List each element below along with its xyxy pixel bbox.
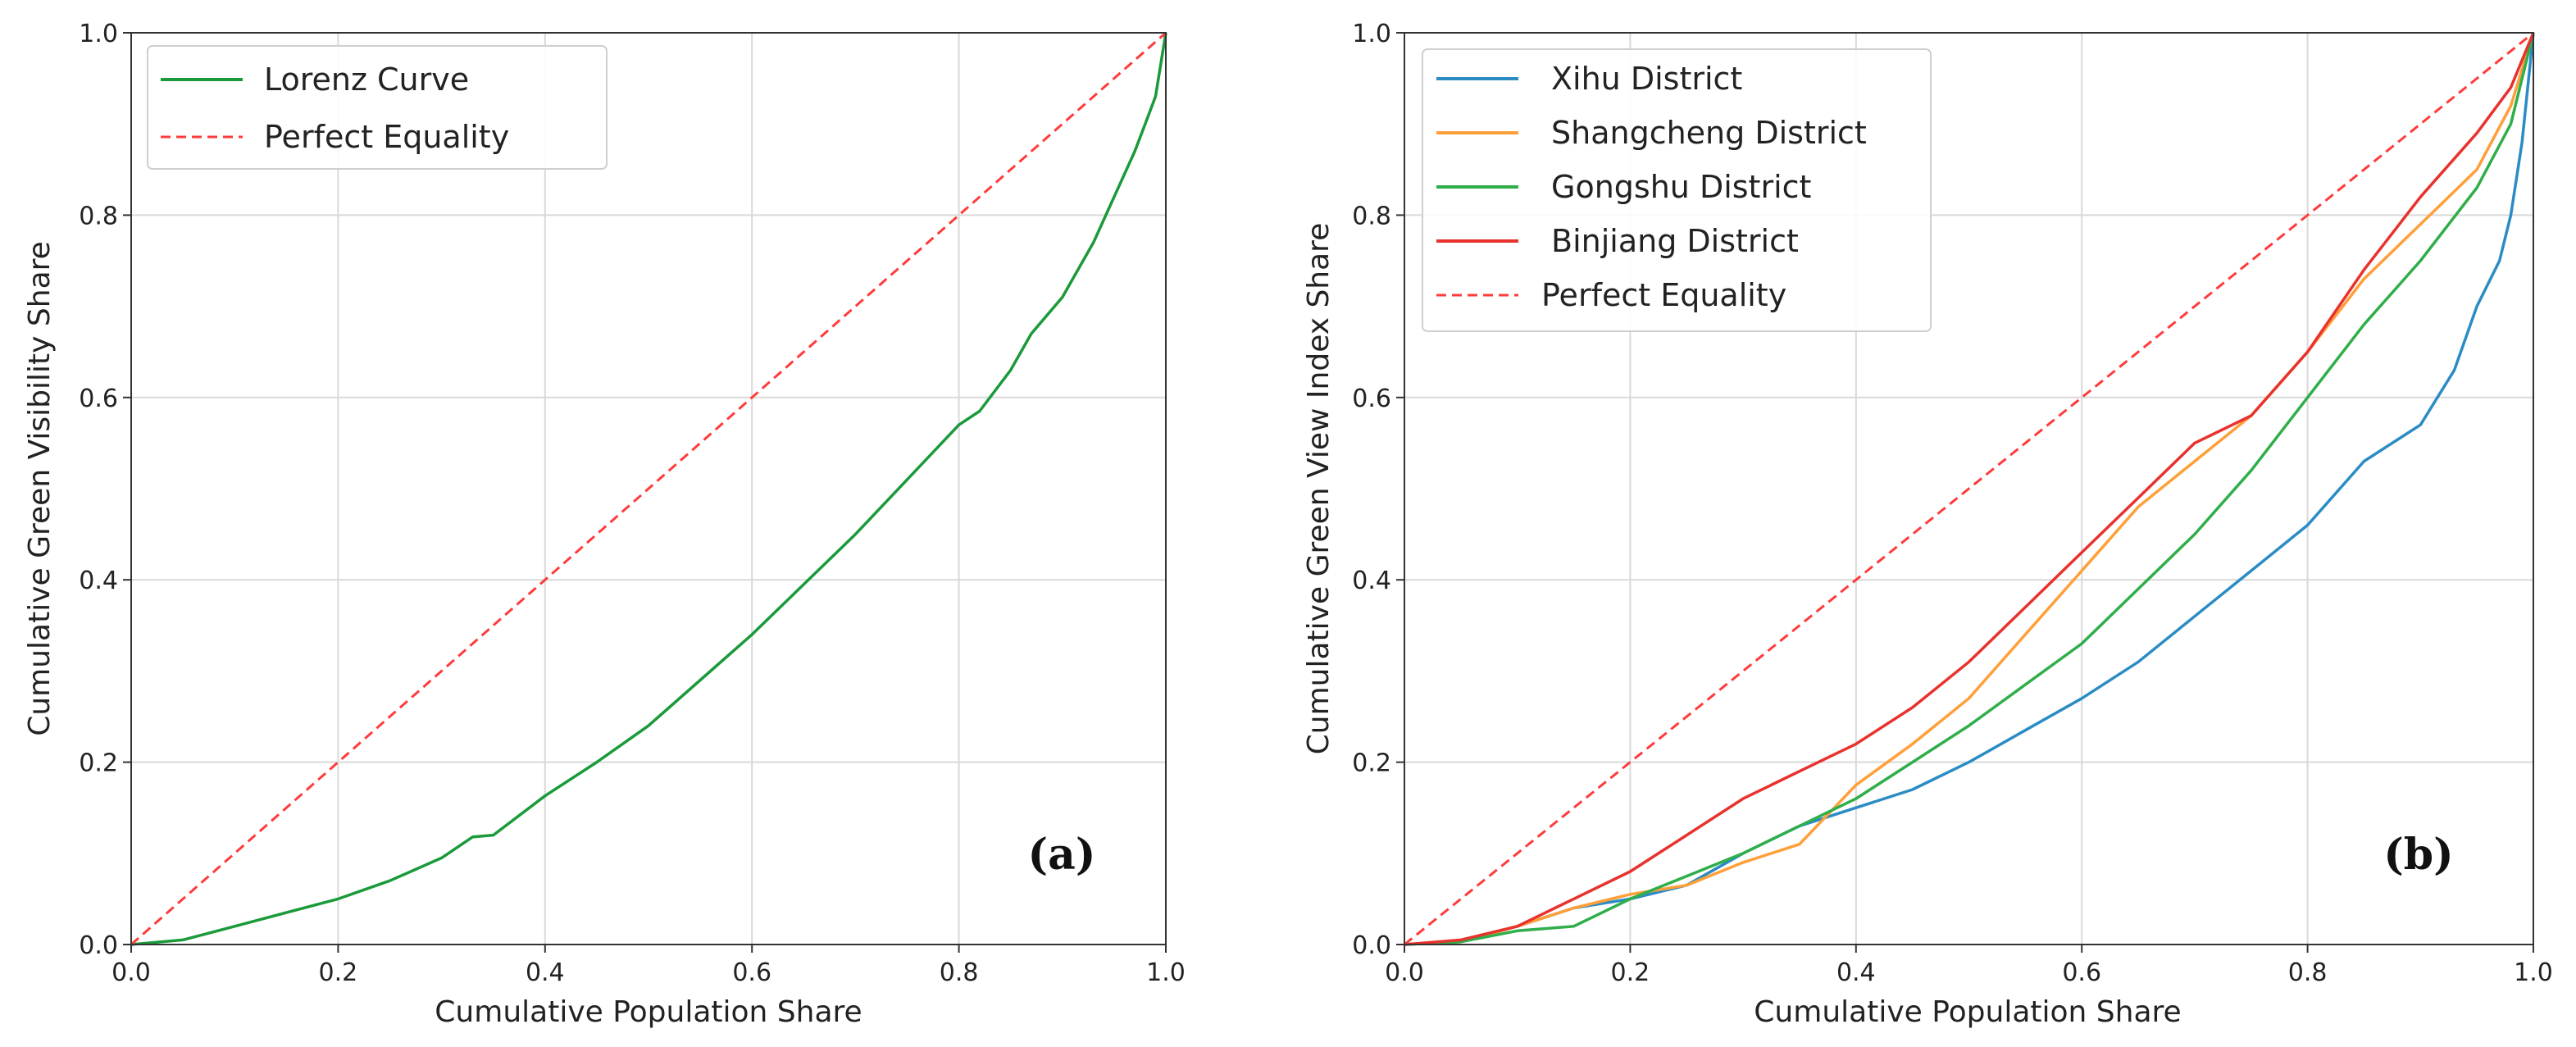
tick-label-x-b-5: 1.0 — [2514, 958, 2553, 987]
ticks-a: 0.0 0.2 0.4 0.6 0.8 1.0 0.0 0.2 0.4 0.6 0.8 1.0 — [79, 20, 1186, 987]
series-line-b-shangcheng-district — [1404, 32, 2535, 946]
legend-a: Lorenz Curve Perfect Equality — [147, 45, 608, 170]
tick-label-x-b-4: 0.8 — [2288, 958, 2328, 987]
tick-label-y-b-3: 0.6 — [1352, 385, 1391, 413]
tick-label-y-b-0: 0.0 — [1352, 931, 1391, 960]
legend-label-equality-b: Perfect Equality — [1541, 277, 1786, 313]
tick-label-x-a-0: 0.0 — [112, 958, 151, 987]
tick-label-x-b-2: 0.4 — [1836, 958, 1876, 987]
tick-label-y-a-1: 0.2 — [79, 749, 118, 778]
legend-box-a — [147, 45, 608, 170]
legend-label-shangcheng: Shangcheng District — [1551, 115, 1867, 151]
series-line-b-binjiang-district — [1404, 32, 2535, 946]
ylabel-a: Cumulative Green Visibility Share — [23, 241, 57, 736]
tick-label-y-b-1: 0.2 — [1352, 749, 1391, 778]
grid-a — [130, 32, 1167, 945]
tick-label-y-b-2: 0.4 — [1352, 567, 1391, 595]
tick-label-x-b-1: 0.2 — [1611, 958, 1650, 987]
series-line-b-gongshu-district — [1404, 32, 2535, 946]
panel-a: 0.0 0.2 0.4 0.6 0.8 1.0 0.0 0.2 0.4 0.6 0.8 1.0 Cum… — [23, 20, 1186, 1029]
tick-label-x-a-4: 0.8 — [940, 958, 979, 987]
xlabel-b: Cumulative Population Share — [1754, 995, 2181, 1029]
tick-label-y-b-4: 0.8 — [1352, 202, 1391, 230]
legend-label-binjiang: Binjiang District — [1551, 223, 1799, 259]
lines-b — [1404, 31, 2535, 946]
legend-b: Xihu District Shangcheng District Gongsh… — [1422, 48, 1932, 332]
tick-label-x-a-3: 0.6 — [732, 958, 771, 987]
series-line-a-lorenz-curve — [130, 32, 1167, 946]
series-line-b-perfect-equality — [1404, 31, 2534, 946]
legend-label-lorenz: Lorenz Curve — [264, 61, 469, 98]
tick-label-x-b-3: 0.6 — [2062, 958, 2101, 987]
frame-b — [1404, 32, 2534, 945]
tick-label-y-a-2: 0.4 — [79, 567, 118, 595]
panel-label-b: (b) — [2383, 830, 2454, 880]
frame-a — [130, 32, 1167, 945]
legend-label-xihu: Xihu District — [1551, 61, 1742, 97]
tick-label-x-b-0: 0.0 — [1385, 958, 1424, 987]
ylabel-b: Cumulative Green View Index Share — [1302, 223, 1336, 755]
series-line-a-perfect-equality — [130, 31, 1167, 946]
legend-label-equality-a: Perfect Equality — [264, 119, 509, 155]
tick-label-y-a-3: 0.6 — [79, 385, 118, 413]
xlabel-a: Cumulative Population Share — [435, 995, 862, 1029]
legend-label-gongshu: Gongshu District — [1551, 169, 1811, 205]
tick-label-y-a-5: 1.0 — [79, 20, 118, 48]
legend-box-b — [1422, 48, 1932, 332]
tick-label-y-a-0: 0.0 — [79, 931, 118, 960]
panel-label-a: (a) — [1028, 830, 1096, 880]
tick-label-y-b-5: 1.0 — [1352, 20, 1391, 48]
tick-label-x-a-5: 1.0 — [1146, 958, 1186, 987]
tick-label-x-a-1: 0.2 — [319, 958, 358, 987]
ticks-b: 0.0 0.2 0.4 0.6 0.8 1.0 0.0 0.2 0.4 0.6 0.8 1.0 — [1352, 20, 2553, 987]
panel-b: 0.0 0.2 0.4 0.6 0.8 1.0 0.0 0.2 0.4 0.6 0.8 1.0 Cum… — [1302, 20, 2553, 1029]
tick-label-x-a-2: 0.4 — [526, 958, 565, 987]
tick-label-y-a-4: 0.8 — [79, 202, 118, 230]
lines-a — [130, 31, 1167, 946]
